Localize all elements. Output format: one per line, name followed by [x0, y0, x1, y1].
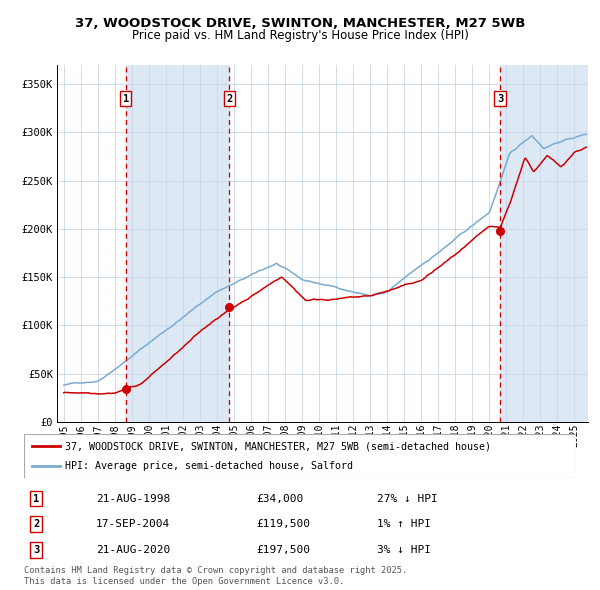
Text: 1: 1: [122, 94, 129, 104]
Text: 2: 2: [33, 519, 39, 529]
Text: 21-AUG-2020: 21-AUG-2020: [96, 545, 170, 555]
Text: 37, WOODSTOCK DRIVE, SWINTON, MANCHESTER, M27 5WB: 37, WOODSTOCK DRIVE, SWINTON, MANCHESTER…: [75, 17, 525, 30]
Text: 1% ↑ HPI: 1% ↑ HPI: [377, 519, 431, 529]
Text: £197,500: £197,500: [256, 545, 310, 555]
Text: 17-SEP-2004: 17-SEP-2004: [96, 519, 170, 529]
Text: £119,500: £119,500: [256, 519, 310, 529]
Text: HPI: Average price, semi-detached house, Salford: HPI: Average price, semi-detached house,…: [65, 461, 353, 471]
Text: 3: 3: [33, 545, 39, 555]
Text: £34,000: £34,000: [256, 494, 303, 503]
Text: 3: 3: [497, 94, 503, 104]
FancyBboxPatch shape: [24, 434, 576, 478]
Text: 27% ↓ HPI: 27% ↓ HPI: [377, 494, 438, 503]
Bar: [126, 65, 229, 422]
Text: Price paid vs. HM Land Registry's House Price Index (HPI): Price paid vs. HM Land Registry's House …: [131, 29, 469, 42]
Text: 2: 2: [226, 94, 232, 104]
Text: 37, WOODSTOCK DRIVE, SWINTON, MANCHESTER, M27 5WB (semi-detached house): 37, WOODSTOCK DRIVE, SWINTON, MANCHESTER…: [65, 441, 491, 451]
Bar: [500, 65, 588, 422]
Text: 1: 1: [33, 494, 39, 503]
Text: 3% ↓ HPI: 3% ↓ HPI: [377, 545, 431, 555]
Text: 21-AUG-1998: 21-AUG-1998: [96, 494, 170, 503]
Text: Contains HM Land Registry data © Crown copyright and database right 2025.
This d: Contains HM Land Registry data © Crown c…: [24, 566, 407, 586]
